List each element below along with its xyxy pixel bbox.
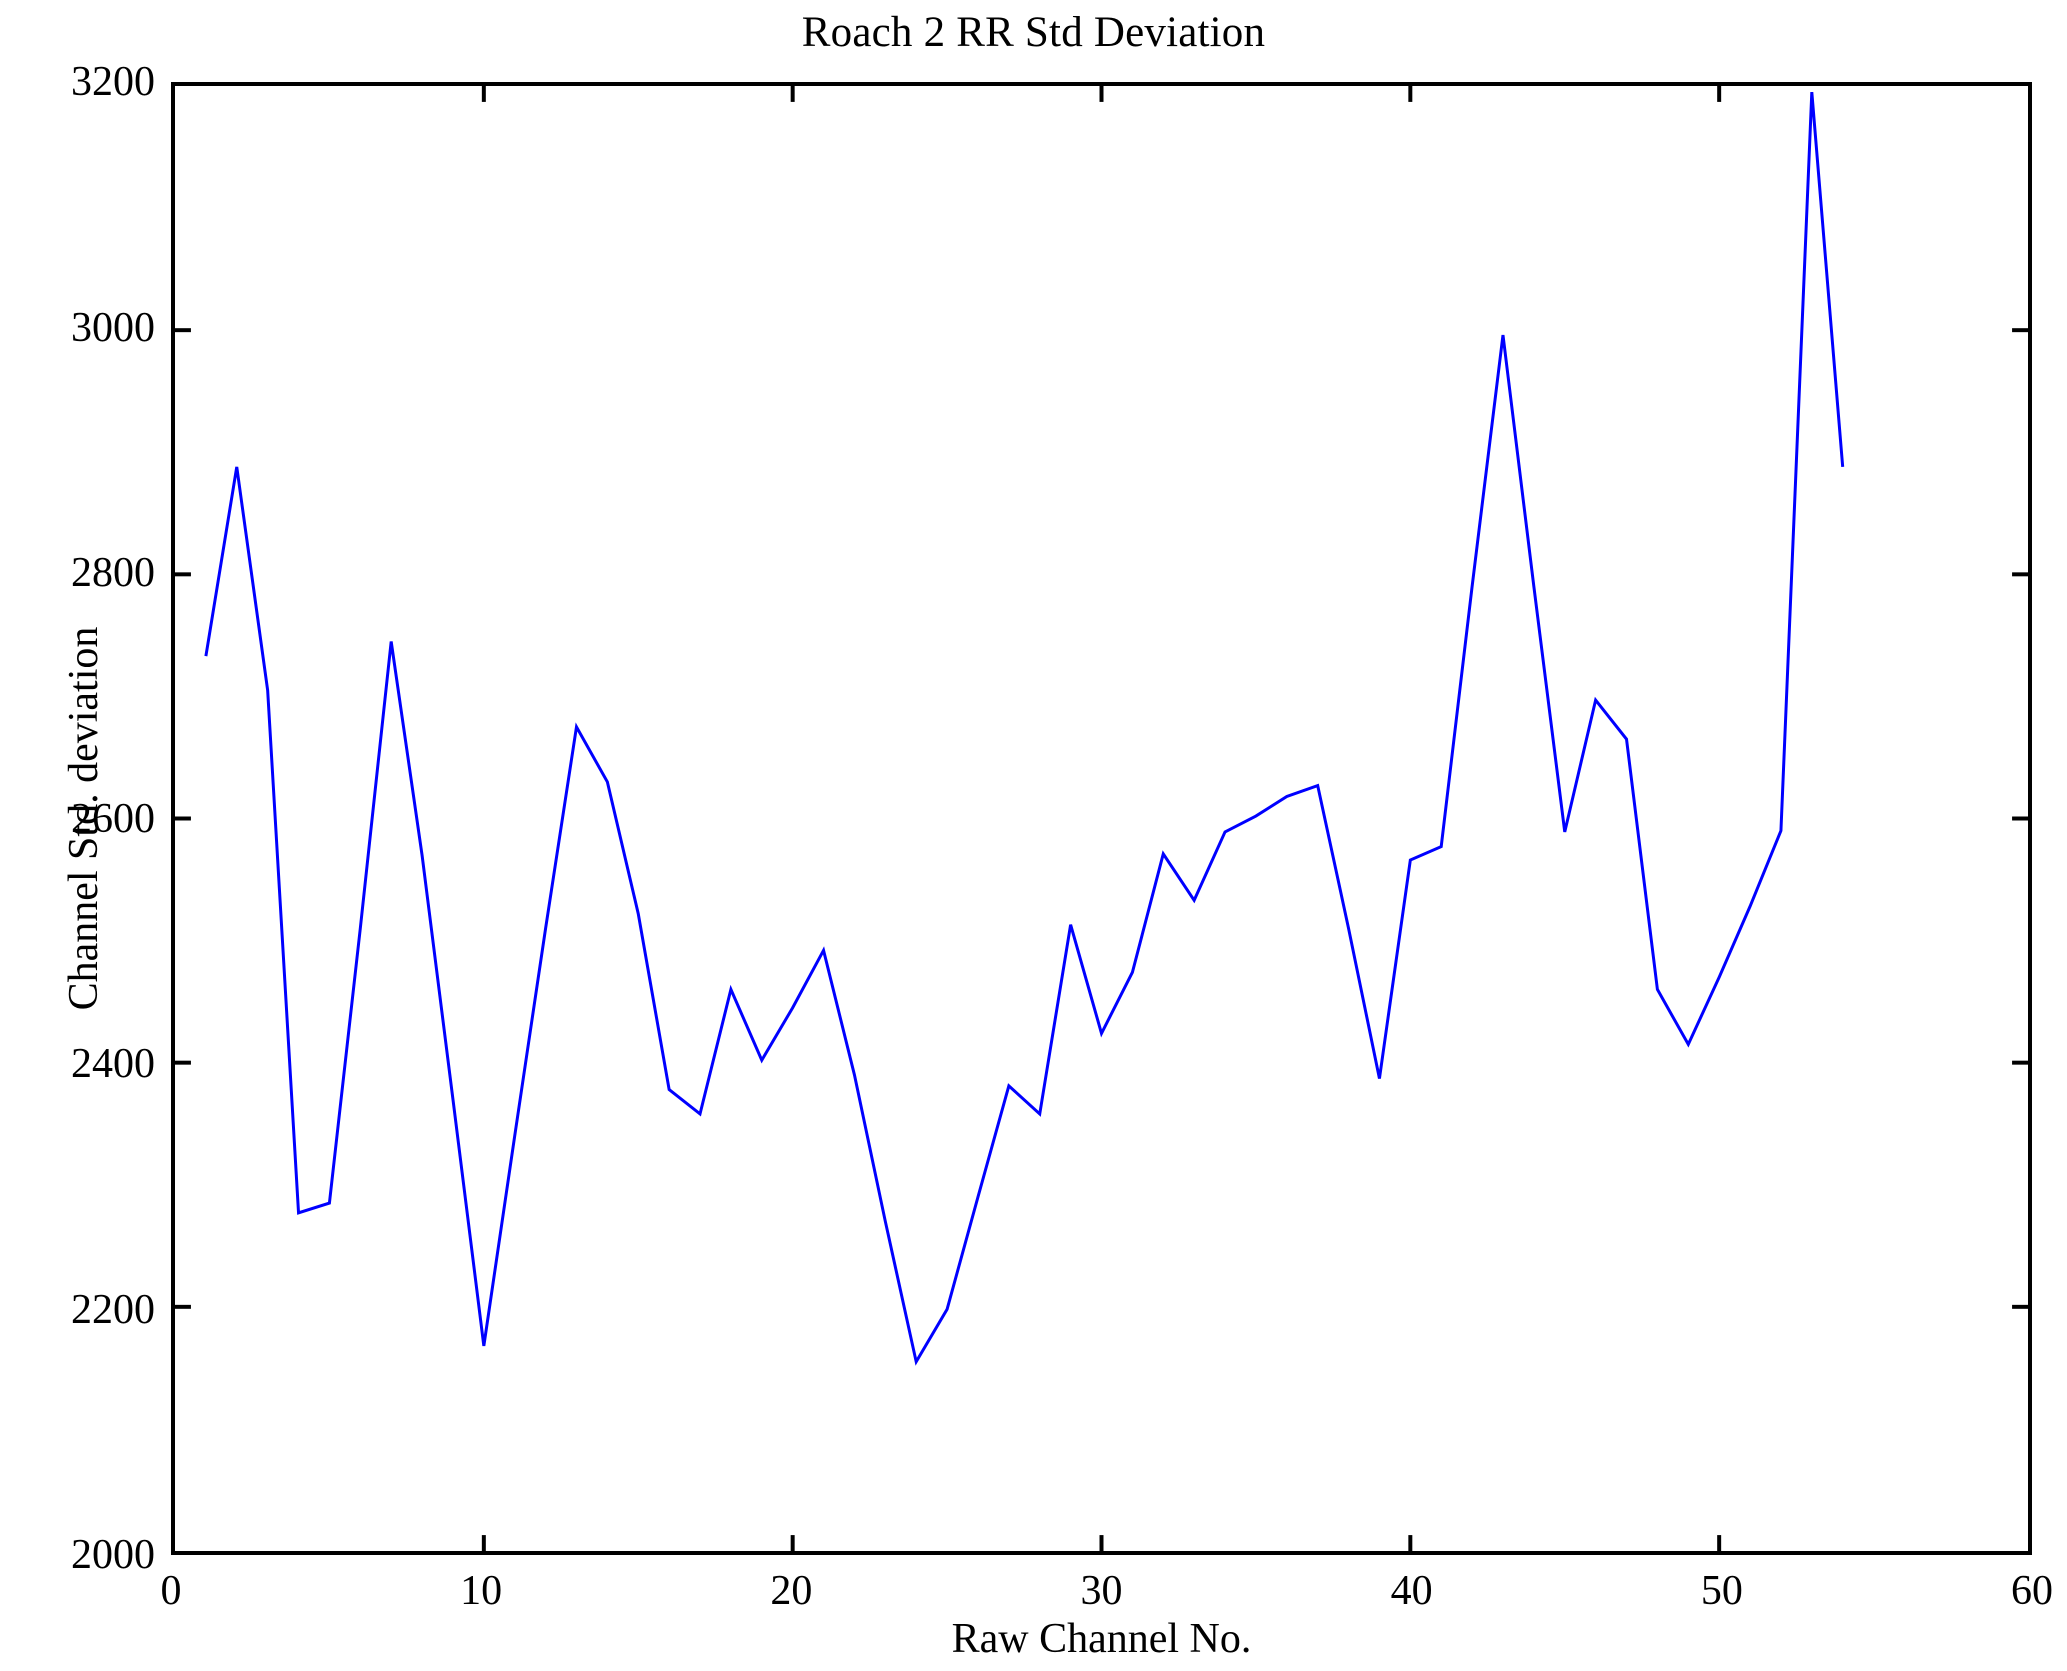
x-tick-label: 40 xyxy=(1390,1568,1433,1614)
plot-area xyxy=(171,82,2032,1555)
x-tick-label: 60 xyxy=(2011,1568,2053,1614)
x-axis-ticks xyxy=(481,86,1722,1551)
y-axis-ticks xyxy=(175,328,2028,1309)
y-tick-label: 2800 xyxy=(71,550,155,596)
x-tick-label: 50 xyxy=(1700,1568,1743,1614)
y-tick-label: 2400 xyxy=(71,1041,155,1087)
y-tick-label: 2000 xyxy=(71,1532,155,1578)
y-tick-label: 2200 xyxy=(71,1286,155,1333)
y-tick-label: 3000 xyxy=(71,304,155,351)
plot-svg xyxy=(175,86,2028,1551)
y-tick-label: 3200 xyxy=(71,59,155,105)
x-tick-label: 10 xyxy=(460,1568,503,1614)
chart-title: Roach 2 RR Std Deviation xyxy=(801,9,1266,56)
x-tick-label: 30 xyxy=(1080,1568,1123,1614)
data-series-line xyxy=(204,91,1845,1366)
x-tick-label: 20 xyxy=(770,1568,813,1614)
y-tick-label: 2600 xyxy=(71,795,155,842)
x-axis-label: Raw Channel No. xyxy=(951,1616,1252,1662)
x-tick-label: 0 xyxy=(160,1568,182,1614)
